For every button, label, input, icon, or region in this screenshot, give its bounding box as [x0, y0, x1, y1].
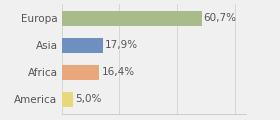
- Bar: [62, 11, 202, 26]
- Bar: [62, 38, 103, 53]
- Text: 17,9%: 17,9%: [105, 40, 138, 50]
- Text: 60,7%: 60,7%: [204, 13, 237, 23]
- Text: 5,0%: 5,0%: [75, 94, 101, 104]
- Bar: [62, 92, 73, 107]
- Bar: [62, 65, 99, 80]
- Text: 16,4%: 16,4%: [101, 67, 134, 77]
